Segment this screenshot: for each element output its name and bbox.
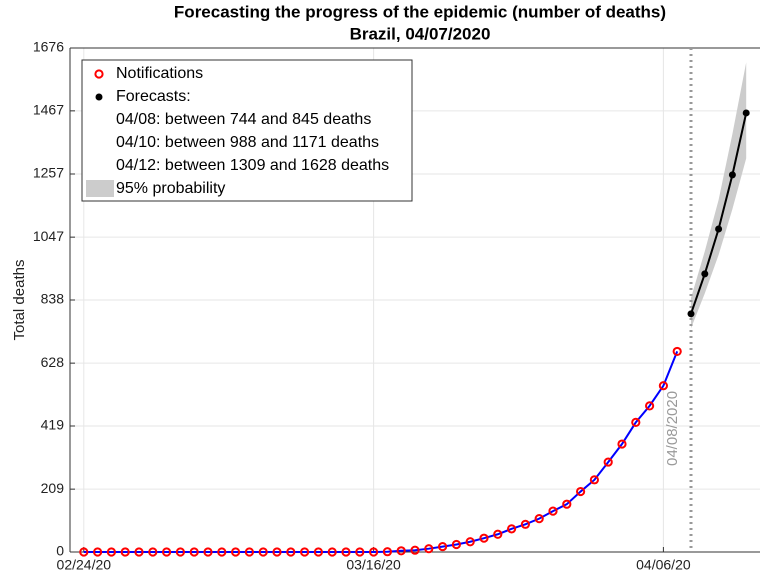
- data-point: [300, 547, 310, 557]
- data-point: [548, 506, 558, 516]
- data-point: [451, 539, 461, 550]
- data-point: [148, 547, 158, 557]
- data-point: [728, 171, 736, 179]
- data-point: [231, 547, 241, 557]
- y-tick-label: 838: [41, 291, 65, 307]
- data-point: [79, 547, 89, 557]
- data-point: [217, 547, 227, 557]
- data-point: [286, 547, 296, 557]
- x-tick-label: 03/16/20: [346, 557, 401, 573]
- data-point: [715, 225, 723, 233]
- data-point: [631, 417, 641, 427]
- data-point: [479, 533, 489, 543]
- legend-swatch: [86, 180, 114, 197]
- data-point: [658, 381, 669, 391]
- data-point: [120, 547, 130, 557]
- data-point: [272, 547, 282, 557]
- data-point: [203, 547, 213, 557]
- y-tick-label: 1467: [33, 102, 64, 118]
- data-point: [410, 545, 420, 555]
- data-point: [424, 544, 434, 554]
- legend-marker: [95, 93, 103, 101]
- legend-box: [81, 59, 413, 202]
- x-tick-label: 04/06/20: [636, 557, 691, 573]
- data-point: [382, 547, 392, 557]
- data-point: [603, 457, 613, 467]
- data-point: [162, 547, 172, 557]
- data-point: [438, 541, 448, 552]
- data-point: [576, 486, 586, 497]
- legend-label: Forecasts:: [116, 88, 191, 105]
- data-point: [93, 547, 103, 557]
- x-tick-label: 02/24/20: [57, 557, 112, 573]
- data-point: [687, 310, 695, 318]
- y-tick-label: 1676: [33, 39, 64, 55]
- y-axis-label: Total deaths: [11, 260, 28, 341]
- data-point: [189, 547, 199, 557]
- data-point: [369, 547, 379, 557]
- forecast-start-label: 04/08/2020: [664, 391, 681, 466]
- data-point: [175, 547, 185, 557]
- y-tick-label: 1047: [33, 228, 64, 244]
- data-point: [520, 519, 531, 529]
- data-point: [355, 547, 365, 557]
- legend-marker: [94, 69, 104, 79]
- legend-note: 04/10: between 988 and 1171 deaths: [116, 134, 379, 151]
- y-tick-label: 628: [41, 354, 65, 370]
- y-tick-label: 209: [41, 480, 65, 496]
- data-point: [396, 546, 406, 556]
- data-point: [701, 270, 709, 278]
- chart-subtitle: Brazil, 04/07/2020: [350, 24, 491, 43]
- legend-note: 04/08: between 744 and 845 deaths: [116, 111, 371, 128]
- legend-label: 95% probability: [116, 180, 225, 197]
- data-point: [645, 401, 655, 411]
- y-tick-label: 1257: [33, 165, 64, 181]
- legend-label: Notifications: [116, 65, 203, 82]
- data-point: [313, 547, 323, 557]
- data-point: [617, 439, 627, 449]
- data-point: [134, 547, 144, 557]
- data-point: [327, 547, 337, 557]
- data-point: [742, 109, 750, 117]
- data-point: [589, 475, 600, 485]
- data-point: [672, 346, 682, 357]
- data-point: [507, 524, 517, 534]
- data-point: [562, 499, 572, 509]
- confidence-band: [691, 62, 747, 329]
- data-point: [244, 547, 254, 557]
- data-point: [465, 537, 475, 547]
- y-tick-label: 419: [41, 417, 65, 433]
- y-tick-label: 0: [56, 543, 64, 559]
- data-point: [106, 547, 117, 557]
- data-point: [258, 547, 268, 557]
- data-point: [341, 547, 351, 557]
- chart-title: Forecasting the progress of the epidemic…: [174, 2, 666, 21]
- data-point: [493, 529, 503, 539]
- data-point: [534, 514, 544, 524]
- legend-note: 04/12: between 1309 and 1628 deaths: [116, 157, 389, 174]
